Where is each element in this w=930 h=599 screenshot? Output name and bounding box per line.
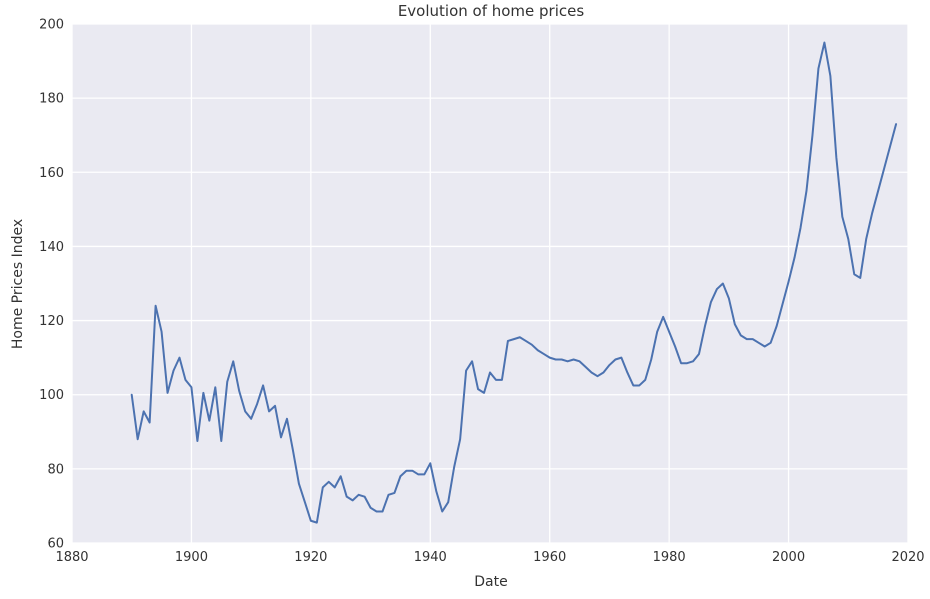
series-line	[130, 41, 898, 524]
x-tick-label: 2000	[772, 550, 805, 565]
x-tick-label: 1940	[414, 550, 447, 565]
plot-area	[72, 24, 908, 543]
x-tick-label: 1960	[533, 550, 566, 565]
chart-title: Evolution of home prices	[398, 2, 585, 20]
y-tick-label: 120	[39, 314, 64, 329]
y-tick-label: 140	[39, 240, 64, 255]
x-gridlines	[71, 24, 909, 543]
y-tick-label: 200	[39, 18, 64, 33]
y-tick-label: 180	[39, 92, 64, 107]
x-tick-labels: 1880 1900 1920 1940 1960 1980 2000 2020	[55, 550, 924, 565]
y-tick-label: 60	[47, 537, 64, 552]
y-gridlines	[72, 23, 908, 544]
x-tick-label: 1900	[175, 550, 208, 565]
x-axis-label: Date	[474, 574, 507, 590]
y-tick-label: 160	[39, 166, 64, 181]
y-tick-label: 80	[47, 462, 64, 477]
x-tick-label: 1980	[653, 550, 686, 565]
y-axis-label: Home Prices Index	[10, 219, 26, 349]
x-tick-label: 2020	[891, 550, 924, 565]
y-tick-labels: 60 80 100 120 140 160 180 200	[39, 18, 64, 552]
y-tick-label: 100	[39, 388, 64, 403]
x-tick-label: 1880	[55, 550, 88, 565]
x-tick-label: 1920	[294, 550, 327, 565]
